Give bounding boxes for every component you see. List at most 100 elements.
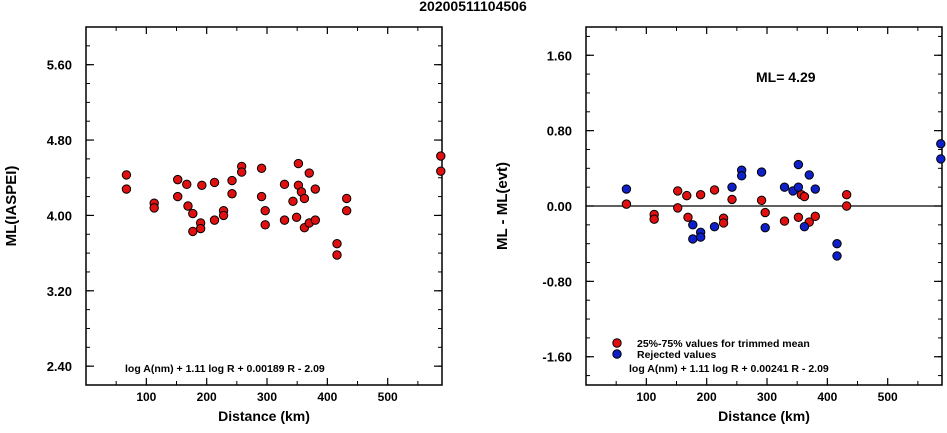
rejected-data-point	[799, 222, 810, 232]
rejected-data-point	[810, 184, 820, 194]
left-y-tick-label: 2.40	[47, 359, 72, 374]
ml-annotation: ML= 4.29	[756, 69, 816, 85]
rejected-data-point	[793, 182, 804, 192]
right-x-axis-label: Distance (km)	[718, 408, 810, 424]
left-data-point	[121, 170, 132, 180]
left-data-point	[293, 158, 304, 169]
rejected-data-point	[832, 251, 842, 261]
left-x-tick-label: 400	[317, 390, 337, 404]
right-y-tick-label: 1.60	[547, 48, 572, 63]
left-data-point	[121, 184, 132, 194]
left-data-point	[260, 220, 270, 230]
left-data-point	[310, 184, 320, 194]
right-ticks: 100 200 300 400 500 1.60 0.80 0.00 -0.80 -1.60	[542, 27, 942, 404]
left-data-point	[173, 174, 183, 185]
left-data-point	[288, 196, 298, 206]
right-x-tick-label: 200	[697, 390, 717, 404]
right-panel: 100 200 300 400 500 1.60 0.80 0.00 -0.80 -1.60 ML…	[494, 26, 946, 424]
left-data-point	[304, 168, 314, 178]
left-y-tick-label: 4.00	[47, 208, 72, 223]
left-data-point	[209, 177, 220, 188]
left-data-point	[310, 215, 320, 225]
rejected-data-point	[936, 139, 946, 149]
left-data-point	[291, 212, 302, 223]
accepted-data-point	[841, 189, 852, 200]
left-y-axis-label: ML(IASPEI)	[3, 166, 20, 247]
accepted-data-point	[649, 214, 659, 224]
accepted-data-point	[756, 195, 767, 206]
left-plot-frame	[85, 26, 443, 386]
left-x-tick-label: 300	[257, 390, 277, 404]
left-data-point	[218, 210, 229, 221]
accepted-data-point	[727, 194, 737, 205]
left-ticks: 100 200 300 400 500 5.60 4.80 4.00 3.20 2.40	[47, 27, 442, 404]
legend-label-rejected: Rejected values	[637, 349, 717, 361]
rejected-data-point	[832, 238, 842, 249]
left-data-point	[256, 191, 267, 202]
left-data-point	[341, 193, 352, 204]
left-data-point	[279, 215, 290, 225]
right-x-tick-label: 300	[757, 390, 777, 404]
accepted-data-point	[799, 191, 810, 202]
legend-marker-accepted	[612, 338, 622, 348]
left-panel: 100 200 300 400 500 5.60 4.80 4.00 3.20 2.40 log …	[3, 26, 446, 424]
left-data-point	[149, 203, 159, 213]
right-formula: log A(nm) + 1.11 log R + 0.00241 R - 2.0…	[629, 363, 829, 375]
left-x-tick-label: 100	[136, 390, 156, 404]
left-data-point	[299, 193, 310, 204]
legend-label-accepted: 25%-75% values for trimmed mean	[637, 338, 810, 350]
left-data-point	[188, 226, 198, 237]
left-data-point	[256, 163, 267, 174]
right-y-tick-label: 0.00	[547, 199, 572, 214]
accepted-data-point	[673, 186, 683, 196]
left-data-point	[279, 179, 290, 190]
left-data-point	[436, 166, 446, 176]
accepted-data-point	[760, 207, 770, 218]
right-x-tick-label: 400	[817, 390, 837, 404]
accepted-data-point	[695, 189, 706, 200]
left-data-point	[436, 151, 446, 161]
left-data-point	[173, 191, 183, 202]
left-data-point	[332, 238, 342, 249]
accepted-data-point	[810, 211, 820, 222]
left-y-tick-label: 3.20	[47, 284, 72, 299]
right-y-tick-label: -1.60	[542, 350, 572, 365]
left-data-point	[341, 206, 352, 216]
rejected-data-point	[621, 184, 632, 194]
left-data-point	[236, 167, 247, 177]
accepted-data-point	[673, 203, 683, 213]
rejected-data-point	[779, 182, 790, 192]
chart-title: 20200511104506	[419, 0, 527, 14]
right-y-tick-label: -0.80	[542, 274, 572, 289]
accepted-data-point	[621, 199, 632, 209]
left-x-axis-label: Distance (km)	[218, 408, 310, 424]
rejected-data-point	[727, 182, 737, 192]
right-y-tick-label: 0.80	[547, 124, 572, 139]
left-data-point	[197, 180, 207, 190]
left-data-point	[227, 175, 237, 186]
accepted-data-point	[779, 216, 790, 226]
left-data-point	[195, 223, 206, 234]
left-data-point	[183, 201, 193, 211]
rejected-data-point	[688, 234, 698, 244]
accepted-data-point	[709, 185, 720, 195]
right-y-axis-label: ML - ML(evt)	[494, 162, 511, 250]
left-data-point	[182, 179, 192, 190]
left-data-point	[227, 189, 237, 199]
rejected-data-point	[793, 159, 804, 170]
right-x-tick-label: 100	[636, 390, 656, 404]
accepted-data-point	[718, 218, 729, 228]
legend-marker-rejected	[612, 349, 622, 359]
rejected-data-point	[760, 222, 770, 233]
rejected-data-point	[756, 167, 767, 177]
left-data-point	[209, 215, 220, 225]
legend: 25%-75% values for trimmed mean Rejected…	[612, 338, 810, 361]
left-data-point	[188, 208, 198, 219]
left-formula: log A(nm) + 1.11 log R + 0.00189 R - 2.0…	[125, 363, 325, 375]
left-y-tick-label: 5.60	[47, 58, 72, 73]
accepted-data-point	[841, 201, 852, 211]
left-x-tick-label: 200	[197, 390, 217, 404]
accepted-data-point	[682, 190, 692, 201]
